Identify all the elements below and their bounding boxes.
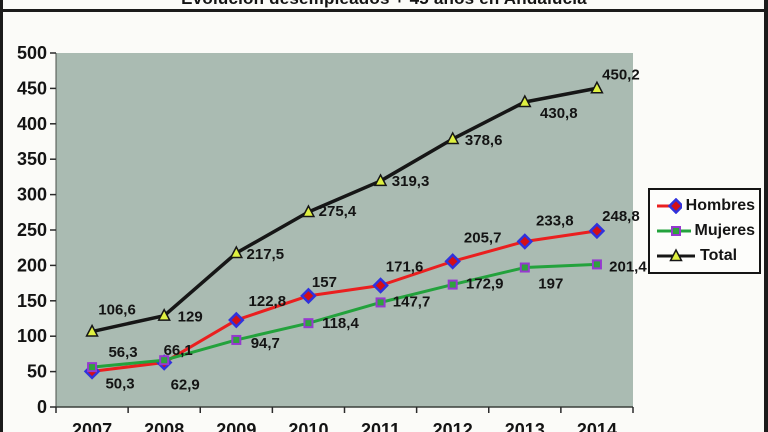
- data-label: 157: [312, 274, 337, 291]
- data-label: 217,5: [247, 246, 285, 263]
- title-divider-rule: [0, 9, 768, 12]
- x-tick-label: 2010: [288, 420, 328, 432]
- legend-label: Total: [700, 247, 738, 265]
- data-label: 118,4: [322, 315, 359, 332]
- y-tick-label: 200: [17, 255, 47, 275]
- series-mujeres: 56,3 66,1 94,7 118,4 147,7 172,9 197 201,4: [87, 258, 647, 373]
- outer-frame-right-border: [764, 0, 768, 432]
- series-total: 106,6 129 217,5 275,4 319,3 378,6 430,8 450,2: [85, 66, 640, 337]
- y-tick-label: 350: [17, 149, 47, 169]
- legend-item-mujeres: Mujeres: [656, 221, 755, 239]
- mujeres-marker: [87, 362, 98, 373]
- chart-legend: Hombres Mujeres Total: [648, 188, 761, 274]
- mujeres-marker-icon: [671, 225, 681, 236]
- data-label: 201,4: [609, 258, 647, 275]
- data-label: 129: [178, 309, 203, 326]
- total-swatch-icon: [657, 248, 695, 262]
- y-axis: 0 50 100 150 200 250 300 350 400 450 500: [17, 43, 57, 417]
- mujeres-marker: [231, 334, 242, 345]
- legend-item-total: Total: [656, 248, 755, 264]
- total-marker: [518, 94, 532, 108]
- y-tick-label: 0: [37, 397, 47, 417]
- total-marker: [85, 323, 99, 337]
- hombres-marker: [588, 222, 606, 240]
- legend-label: Hombres: [685, 196, 755, 214]
- total-marker: [157, 308, 171, 321]
- data-label: 122,8: [249, 293, 287, 310]
- x-tick-label: 2007: [72, 420, 112, 432]
- data-label: 233,8: [536, 212, 574, 229]
- data-label: 147,7: [393, 293, 431, 310]
- total-marker: [590, 80, 604, 94]
- total-marker: [229, 245, 244, 259]
- total-marker: [301, 204, 316, 218]
- x-tick-label: 2009: [216, 420, 256, 432]
- data-label: 50,3: [105, 375, 134, 392]
- y-tick-label: 50: [27, 362, 47, 382]
- x-tick-label: 2013: [505, 420, 545, 432]
- total-marker-icon: [669, 248, 683, 262]
- chart-title: Evolución desempleados + 45 años en Anda…: [0, 0, 768, 9]
- x-axis: 2007 2008 2009 2010 2011 2012 2013 2014: [55, 406, 634, 432]
- y-tick-label: 150: [17, 291, 47, 311]
- hombres-marker: [300, 287, 317, 305]
- data-label: 197: [538, 276, 563, 293]
- mujeres-marker: [303, 318, 314, 329]
- y-tick-label: 450: [17, 78, 47, 98]
- y-tick-label: 500: [17, 43, 47, 63]
- data-label: 430,8: [540, 105, 578, 122]
- hombres-marker: [372, 277, 389, 294]
- data-label: 66,1: [164, 342, 193, 359]
- hombres-marker: [516, 233, 534, 250]
- data-label: 319,3: [392, 173, 430, 190]
- outer-frame-left-border: [0, 0, 3, 432]
- y-tick-label: 400: [17, 114, 47, 134]
- data-label: 62,9: [171, 376, 200, 393]
- total-line: [90, 86, 599, 334]
- x-tick-label: 2008: [144, 420, 184, 432]
- x-tick-label: 2014: [577, 420, 617, 432]
- mujeres-marker: [447, 279, 458, 290]
- plot-area: [56, 53, 633, 407]
- data-label: 378,6: [465, 132, 503, 149]
- hombres-marker: [444, 253, 461, 270]
- data-label: 171,6: [386, 259, 424, 276]
- mujeres-marker: [519, 262, 530, 273]
- total-marker: [373, 173, 388, 187]
- data-label: 275,4: [319, 203, 357, 220]
- mujeres-marker: [591, 259, 602, 270]
- data-label: 450,2: [602, 66, 640, 83]
- y-tick-label: 300: [17, 185, 47, 205]
- data-label: 172,9: [466, 276, 504, 293]
- data-label: 106,6: [98, 302, 136, 319]
- x-tick-label: 2012: [433, 420, 473, 432]
- y-tick-label: 100: [17, 326, 47, 346]
- y-tick-label: 250: [17, 220, 47, 240]
- legend-label: Mujeres: [694, 221, 755, 239]
- mujeres-marker: [159, 355, 170, 366]
- data-label: 94,7: [251, 335, 280, 352]
- hombres-marker-icon: [667, 197, 682, 214]
- hombres-marker: [228, 311, 245, 329]
- mujeres-marker: [375, 297, 386, 308]
- data-label: 205,7: [464, 229, 502, 246]
- mujeres-swatch-icon: [657, 225, 691, 236]
- x-tick-label: 2011: [361, 420, 400, 432]
- mujeres-line: [90, 262, 599, 369]
- legend-item-hombres: Hombres: [656, 196, 755, 214]
- hombres-swatch-icon: [657, 197, 682, 214]
- data-label: 56,3: [108, 344, 137, 361]
- data-label: 248,8: [602, 208, 640, 225]
- total-marker: [445, 131, 460, 145]
